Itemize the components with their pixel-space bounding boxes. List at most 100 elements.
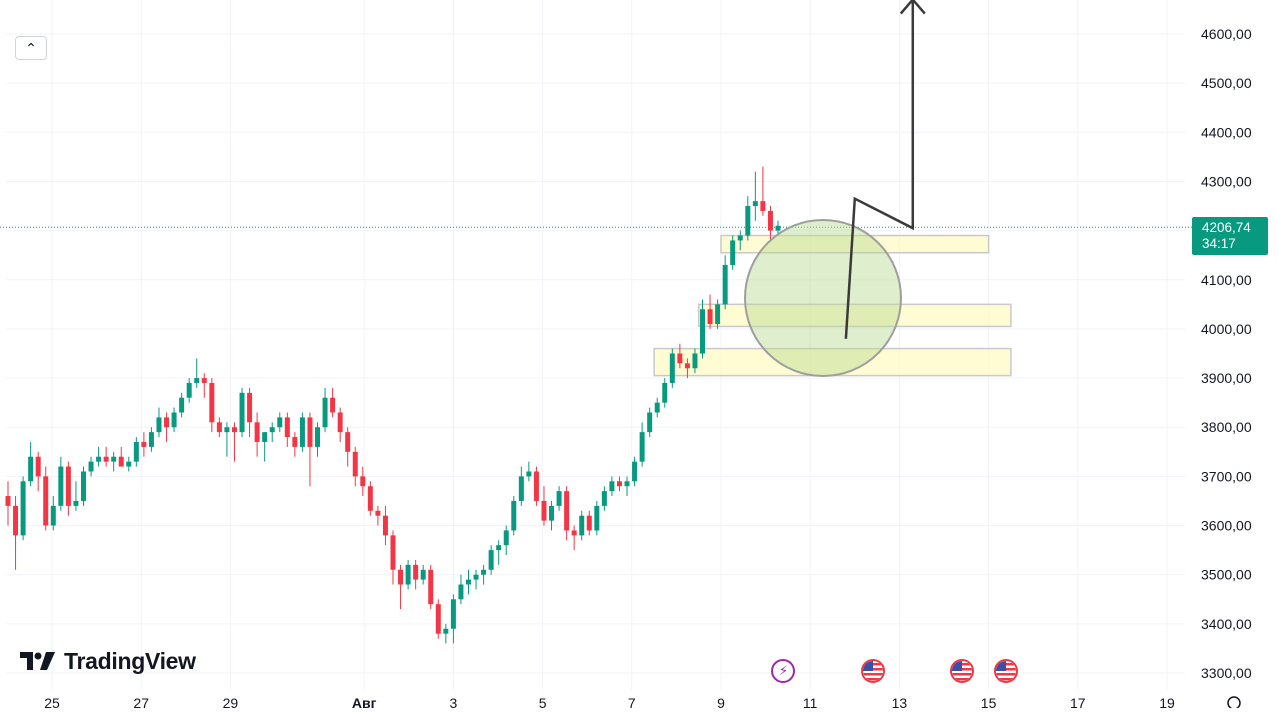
candle <box>254 412 260 457</box>
candles-layer <box>5 166 781 644</box>
x-tick-label: 29 <box>223 695 239 708</box>
x-axis[interactable]: 25 27 29 Авг 3 5 7 9 11 13 15 17 19 <box>44 695 1241 711</box>
candle <box>345 427 351 467</box>
candle <box>58 456 64 511</box>
candle <box>458 574 464 605</box>
candle <box>684 358 690 379</box>
x-tick-label: 5 <box>539 695 547 708</box>
x-tick-label: 15 <box>981 695 997 708</box>
settings-icon[interactable] <box>1227 696 1241 710</box>
candle <box>481 564 487 585</box>
candle <box>390 530 396 585</box>
candle <box>692 348 698 374</box>
x-tick-label: 3 <box>450 695 458 708</box>
candle <box>50 496 56 531</box>
y-tick-label: 4500,00 <box>1201 75 1252 91</box>
candle <box>20 476 26 541</box>
candle <box>564 486 570 541</box>
candle <box>579 510 585 541</box>
candle <box>473 569 479 590</box>
candle <box>367 481 373 516</box>
candle <box>103 446 109 467</box>
logo-text: TradingView <box>64 647 196 674</box>
candle <box>375 505 381 526</box>
candle <box>450 594 456 644</box>
candle <box>745 196 751 241</box>
candle <box>465 569 471 595</box>
candle <box>541 486 547 526</box>
candle <box>269 422 275 442</box>
candle <box>126 456 132 472</box>
candle <box>164 412 170 442</box>
candle <box>700 299 706 359</box>
collapse-button[interactable]: ⌃ <box>15 36 47 60</box>
x-tick-label: Авг <box>352 695 377 708</box>
candle <box>133 437 139 467</box>
candle <box>360 466 366 497</box>
candle <box>186 378 192 403</box>
candle <box>216 417 222 438</box>
us-flag-icon[interactable] <box>949 659 974 683</box>
candle <box>662 378 668 408</box>
y-axis[interactable]: 4600,004500,004400,004300,004200,004100,… <box>1201 26 1252 681</box>
candle <box>737 230 743 251</box>
candle <box>111 451 117 472</box>
x-tick-label: 7 <box>628 695 636 708</box>
candle <box>624 476 630 497</box>
candle <box>443 623 449 644</box>
candle <box>715 299 721 329</box>
candle <box>307 412 313 487</box>
y-tick-label: 4600,00 <box>1201 26 1252 42</box>
highlight-circle <box>744 219 902 377</box>
candle <box>35 451 41 492</box>
candle <box>556 486 562 511</box>
candle <box>96 446 102 467</box>
y-tick-label: 3900,00 <box>1201 370 1252 386</box>
candle <box>330 387 336 418</box>
grid-lines <box>0 0 1192 690</box>
y-tick-label: 3400,00 <box>1201 616 1252 632</box>
y-tick-label: 4300,00 <box>1201 173 1252 189</box>
candle <box>586 510 592 536</box>
candle <box>141 432 147 457</box>
candle <box>496 540 502 565</box>
x-tick-label: 27 <box>133 695 149 708</box>
candle <box>511 496 517 536</box>
candle <box>707 294 713 329</box>
candle <box>239 387 245 438</box>
tradingview-logo[interactable]: TradingView <box>20 646 196 676</box>
flash-icon[interactable]: ⚡ <box>771 659 796 683</box>
candle <box>413 559 419 590</box>
candle <box>322 387 328 433</box>
candle <box>503 525 509 556</box>
candle <box>722 255 728 310</box>
candle <box>647 407 653 438</box>
us-flag-icon[interactable] <box>994 659 1019 683</box>
candle <box>201 373 207 398</box>
candle <box>262 432 268 462</box>
candle <box>284 412 290 447</box>
candle <box>80 466 86 506</box>
candle <box>352 446 358 487</box>
candle <box>677 343 683 369</box>
candle <box>292 432 298 457</box>
candle <box>488 545 494 575</box>
support-zone <box>720 234 990 254</box>
candle <box>518 466 524 506</box>
us-flag-icon[interactable] <box>860 659 885 683</box>
candle <box>601 486 607 511</box>
candle <box>224 422 230 457</box>
candle <box>277 412 283 433</box>
x-tick-label: 17 <box>1070 695 1086 708</box>
chevron-up-icon: ⌃ <box>25 39 37 56</box>
candle <box>639 422 645 467</box>
projection-arrow <box>844 0 915 339</box>
x-tick-label: 9 <box>717 695 725 708</box>
candle <box>88 456 94 477</box>
candle <box>247 387 253 438</box>
candle <box>420 564 426 585</box>
current-price-value: 4206,74 <box>1202 220 1251 235</box>
candle <box>13 496 19 570</box>
